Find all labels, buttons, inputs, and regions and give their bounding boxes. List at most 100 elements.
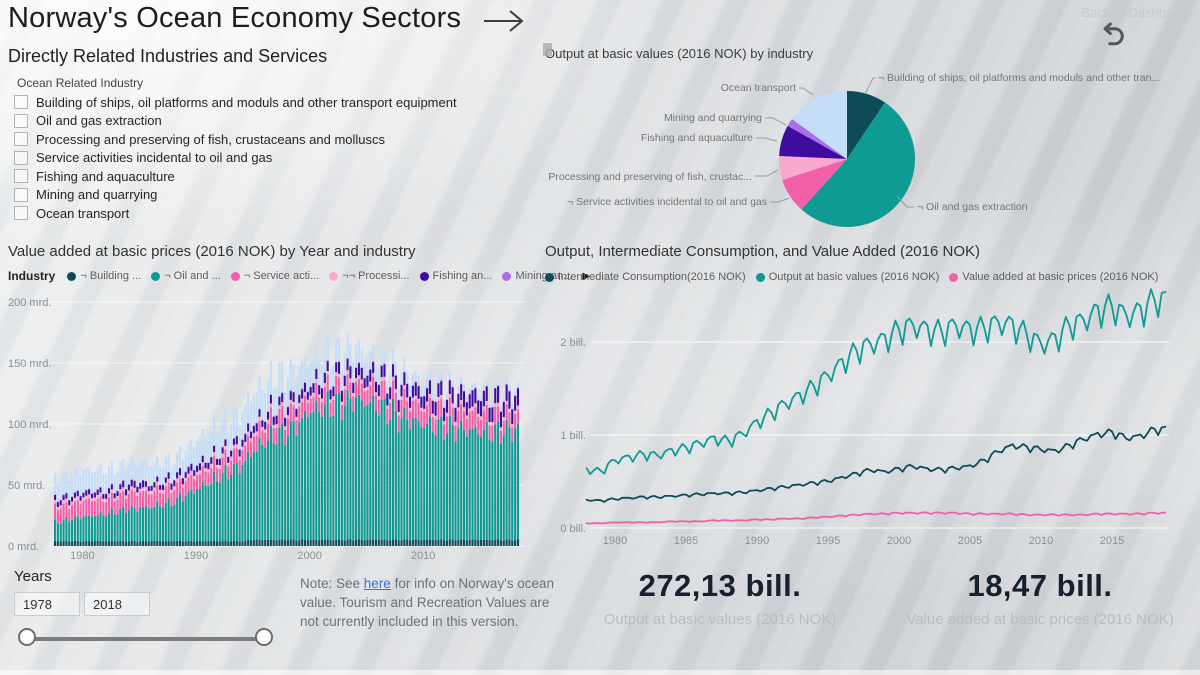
bar-segment[interactable] <box>258 420 261 439</box>
bar-segment[interactable] <box>309 387 312 396</box>
bar-segment[interactable] <box>213 452 216 456</box>
bar-segment[interactable] <box>62 499 65 504</box>
bar-segment[interactable] <box>258 376 261 409</box>
bar-segment[interactable] <box>480 416 483 420</box>
bar-segment[interactable] <box>107 497 111 514</box>
bar-segment[interactable] <box>76 490 79 491</box>
bar-segment[interactable] <box>462 390 466 392</box>
bar-segment[interactable] <box>267 419 270 424</box>
bar-segment[interactable] <box>267 411 270 412</box>
bar-segment[interactable] <box>136 541 139 546</box>
bar-segment[interactable] <box>499 443 502 541</box>
bar-segment[interactable] <box>485 386 488 402</box>
bar-segment[interactable] <box>451 407 454 425</box>
bar-segment[interactable] <box>357 394 360 540</box>
bar-segment[interactable] <box>468 411 471 430</box>
bar-segment[interactable] <box>505 400 508 405</box>
bar-segment[interactable] <box>264 447 267 540</box>
bar-segment[interactable] <box>406 372 409 384</box>
bar-segment[interactable] <box>318 362 321 385</box>
bar-segment[interactable] <box>249 431 253 432</box>
bar-segment[interactable] <box>340 401 343 406</box>
checkbox-icon[interactable] <box>14 150 28 165</box>
bar-segment[interactable] <box>218 468 221 483</box>
bar-segment[interactable] <box>102 541 105 546</box>
bar-segment[interactable] <box>178 467 182 469</box>
bar-segment[interactable] <box>312 539 315 546</box>
bar-segment[interactable] <box>54 540 57 546</box>
bar-segment[interactable] <box>471 390 474 407</box>
bar-segment[interactable] <box>238 449 241 450</box>
bar-segment[interactable] <box>474 539 477 546</box>
bar-segment[interactable] <box>417 398 420 403</box>
bar-segment[interactable] <box>499 411 502 428</box>
bar-segment[interactable] <box>267 539 270 546</box>
bar-segment[interactable] <box>147 466 150 487</box>
bar-segment[interactable] <box>187 466 190 468</box>
bar-segment[interactable] <box>164 502 167 542</box>
bar-segment[interactable] <box>323 372 326 373</box>
bar-segment[interactable] <box>56 523 59 542</box>
bar-segment[interactable] <box>272 387 275 417</box>
bar-segment[interactable] <box>292 405 295 422</box>
bar-segment[interactable] <box>357 539 360 546</box>
bar-segment[interactable] <box>247 539 250 546</box>
bar-segment[interactable] <box>338 362 341 374</box>
bar-segment[interactable] <box>284 417 287 427</box>
bar-segment[interactable] <box>244 445 247 461</box>
bar-segment[interactable] <box>286 436 289 541</box>
bar-segment[interactable] <box>468 387 471 394</box>
bar-segment[interactable] <box>497 406 500 422</box>
bar-segment[interactable] <box>357 362 360 364</box>
bar-segment[interactable] <box>238 456 241 461</box>
bar-segment[interactable] <box>79 504 82 520</box>
bar-segment[interactable] <box>119 460 122 484</box>
bar-segment[interactable] <box>451 386 454 388</box>
bar-segment[interactable] <box>369 350 372 370</box>
bar-segment[interactable] <box>468 539 471 546</box>
bar-segment[interactable] <box>309 386 312 388</box>
bar-segment[interactable] <box>508 391 511 409</box>
bar-segment[interactable] <box>73 492 76 493</box>
bar-segment[interactable] <box>204 541 207 546</box>
bar-segment[interactable] <box>176 472 179 479</box>
bar-segment[interactable] <box>346 390 349 540</box>
bar-segment[interactable] <box>480 401 483 417</box>
bar-segment[interactable] <box>125 541 128 546</box>
bar-segment[interactable] <box>170 506 173 542</box>
bar-segment[interactable] <box>389 399 392 404</box>
bar-segment[interactable] <box>494 424 497 540</box>
bar-segment[interactable] <box>306 391 309 393</box>
bar-segment[interactable] <box>255 423 258 432</box>
bar-segment[interactable] <box>434 435 437 541</box>
bar-segment[interactable] <box>301 418 304 540</box>
bar-segment[interactable] <box>474 403 477 408</box>
bar-segment[interactable] <box>292 364 295 392</box>
bar-segment[interactable] <box>423 539 426 546</box>
bar-segment[interactable] <box>96 515 99 541</box>
bar-segment[interactable] <box>397 399 400 401</box>
bar-segment[interactable] <box>414 381 417 383</box>
bar-segment[interactable] <box>249 438 253 442</box>
bar-segment[interactable] <box>386 424 389 541</box>
bar-segment[interactable] <box>187 492 190 541</box>
bar-segment[interactable] <box>298 403 301 407</box>
bar-segment[interactable] <box>54 494 57 496</box>
bar-segment[interactable] <box>187 467 190 474</box>
bar-segment[interactable] <box>54 519 57 541</box>
bar-segment[interactable] <box>303 411 307 540</box>
bar-segment[interactable] <box>511 441 514 541</box>
bar-segment[interactable] <box>156 501 159 542</box>
bar-segment[interactable] <box>71 501 74 506</box>
bar-segment[interactable] <box>505 539 508 546</box>
bar-segment[interactable] <box>244 433 247 435</box>
bar-segment[interactable] <box>153 541 156 546</box>
bar-segment[interactable] <box>411 539 414 546</box>
bar-segment[interactable] <box>312 358 315 383</box>
bar-segment[interactable] <box>318 412 321 541</box>
bar-segment[interactable] <box>380 399 383 540</box>
bar-segment[interactable] <box>497 380 500 386</box>
bar-segment[interactable] <box>150 485 153 491</box>
bar-segment[interactable] <box>357 375 360 380</box>
bar-segment[interactable] <box>127 484 130 485</box>
